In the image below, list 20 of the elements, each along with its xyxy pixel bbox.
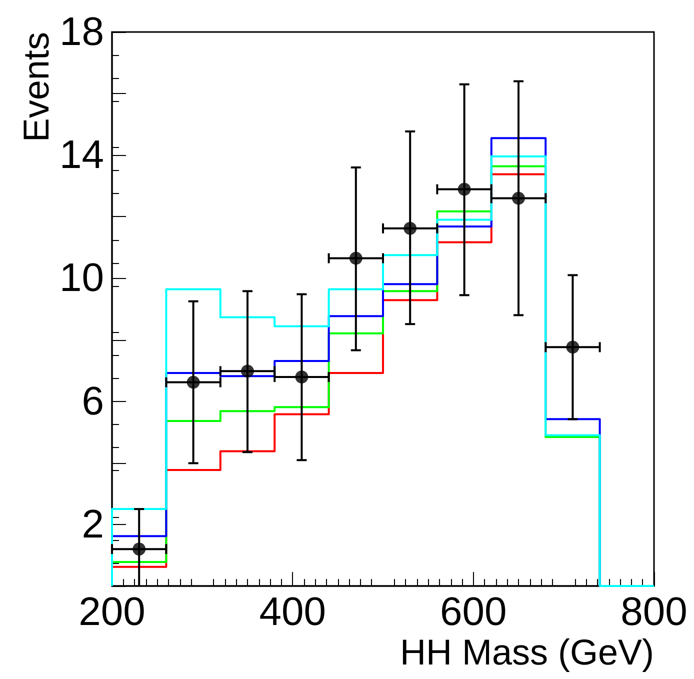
point	[295, 370, 308, 384]
x-axis-title: HH Mass (GeV)	[400, 632, 654, 672]
x-tick-label: 200	[78, 590, 146, 634]
y-tick-label: 10	[60, 256, 104, 300]
point	[512, 192, 525, 205]
point	[241, 364, 254, 378]
y-tick-label: 18	[60, 10, 104, 54]
point	[458, 182, 471, 196]
point	[186, 376, 200, 389]
x-tick-label: 600	[440, 590, 507, 634]
x-tick-label: 400	[259, 590, 326, 634]
y-tick-label: 2	[82, 502, 104, 546]
y-tick-label: 14	[60, 133, 104, 178]
x-tick-label: 800	[620, 590, 688, 634]
y-axis-title: Events	[16, 32, 56, 142]
y-tick-label: 6	[82, 379, 104, 424]
point	[404, 222, 417, 235]
point	[132, 542, 146, 556]
point	[349, 252, 362, 265]
point	[566, 340, 580, 354]
